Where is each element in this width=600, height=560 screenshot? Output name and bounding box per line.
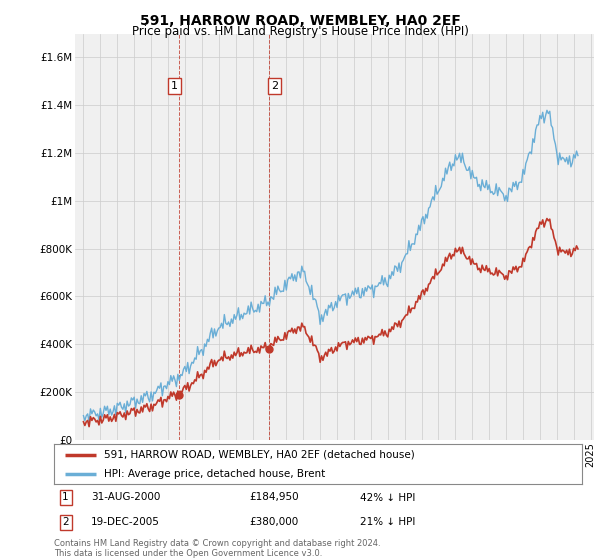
- Text: 1: 1: [171, 81, 178, 91]
- Text: 19-DEC-2005: 19-DEC-2005: [91, 517, 160, 527]
- Text: 591, HARROW ROAD, WEMBLEY, HA0 2EF: 591, HARROW ROAD, WEMBLEY, HA0 2EF: [140, 14, 460, 28]
- Text: Contains HM Land Registry data © Crown copyright and database right 2024.
This d: Contains HM Land Registry data © Crown c…: [54, 539, 380, 558]
- Text: 1: 1: [62, 492, 69, 502]
- Text: 2: 2: [271, 81, 278, 91]
- Text: 591, HARROW ROAD, WEMBLEY, HA0 2EF (detached house): 591, HARROW ROAD, WEMBLEY, HA0 2EF (deta…: [104, 450, 415, 460]
- Text: £184,950: £184,950: [250, 492, 299, 502]
- Text: £380,000: £380,000: [250, 517, 299, 527]
- Text: HPI: Average price, detached house, Brent: HPI: Average price, detached house, Bren…: [104, 469, 325, 478]
- Text: Price paid vs. HM Land Registry's House Price Index (HPI): Price paid vs. HM Land Registry's House …: [131, 25, 469, 38]
- Text: 2: 2: [62, 517, 69, 527]
- Text: 31-AUG-2000: 31-AUG-2000: [91, 492, 160, 502]
- Text: 42% ↓ HPI: 42% ↓ HPI: [360, 492, 416, 502]
- Text: 21% ↓ HPI: 21% ↓ HPI: [360, 517, 416, 527]
